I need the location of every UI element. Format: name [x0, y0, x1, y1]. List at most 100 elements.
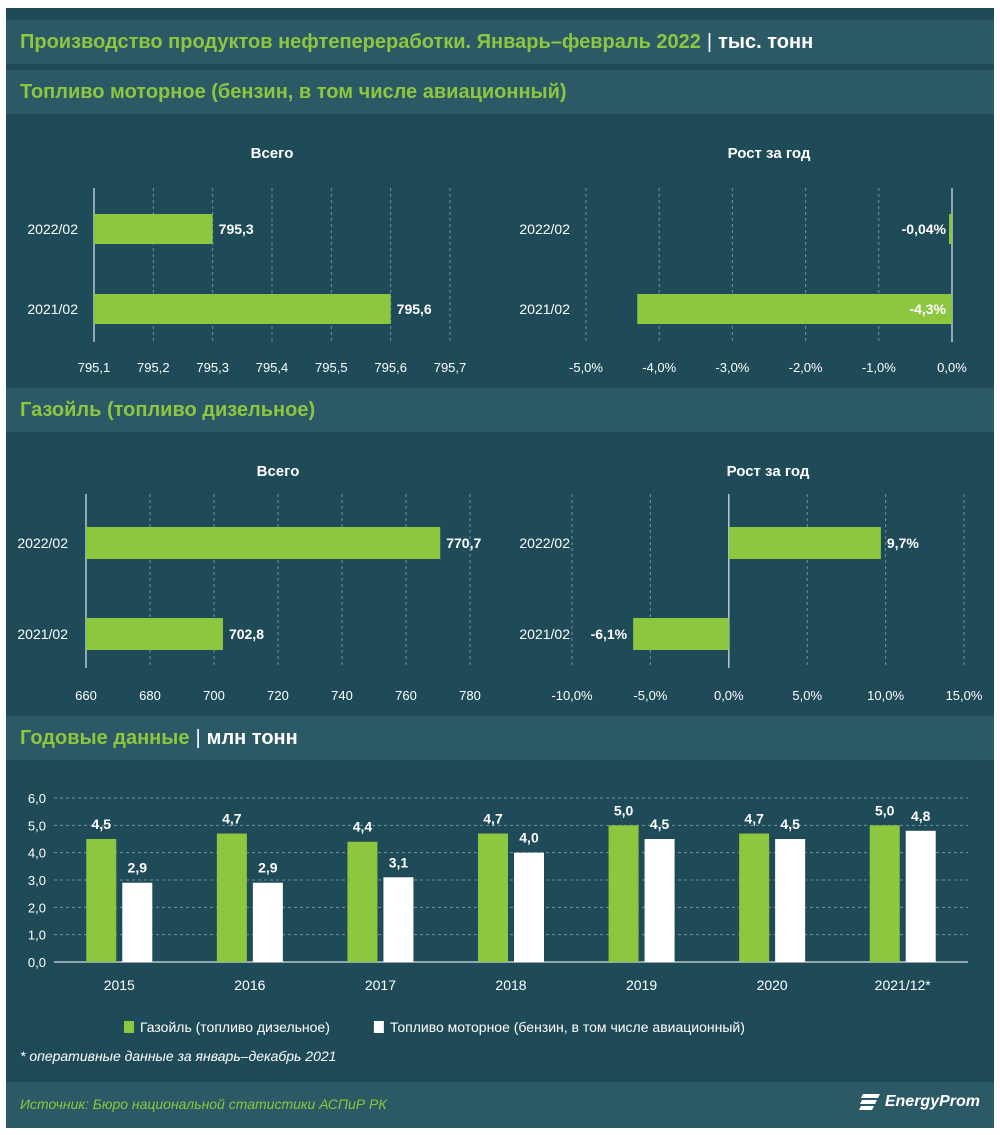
title-divider: |: [706, 31, 713, 53]
category-label: 2020: [757, 977, 788, 993]
value-label: 5,0: [875, 802, 895, 818]
category-label: 2021/02: [17, 626, 68, 642]
diesel-title: Газойль (топливо дизельное): [20, 399, 316, 421]
chart-title: Рост за год: [727, 463, 810, 480]
tick-label: 795,2: [137, 360, 170, 375]
category-label: 2021/02: [519, 626, 570, 642]
bar: [633, 618, 729, 650]
tick-label: -2,0%: [789, 360, 823, 375]
value-label: 4,8: [911, 808, 931, 824]
logo: EnergyProm: [858, 1092, 980, 1112]
diesel-band: Газойль (топливо дизельное): [6, 388, 994, 432]
tick-label: 0,0%: [937, 360, 967, 375]
category-label: 2022/02: [27, 221, 78, 237]
tick-label: -5,0%: [569, 360, 603, 375]
tick-label: 795,6: [374, 360, 407, 375]
category-label: 2022/02: [519, 535, 570, 551]
footnote: * оперативные данные за январь–декабрь 2…: [20, 1048, 337, 1064]
bar: [514, 852, 544, 962]
legend-swatch: [124, 1021, 134, 1033]
y-tick-label: 3,0: [28, 873, 46, 888]
value-label: 4,0: [519, 830, 539, 846]
tick-label: -10,0%: [551, 688, 593, 703]
bar: [252, 882, 283, 962]
annual-title-text: Годовые данные: [20, 727, 190, 749]
header-band: Производство продуктов нефтепереработки.…: [6, 20, 994, 64]
value-label: 4,7: [222, 811, 242, 827]
tick-label: 10,0%: [867, 688, 904, 703]
tick-label: 5,0%: [792, 688, 822, 703]
category-label: 2022/02: [519, 221, 570, 237]
value-label: 4,5: [780, 816, 800, 832]
motor-total-chart: Всего 795,1 795,2 795,3 795,4 795,5 795,6 795,7…: [27, 145, 467, 375]
category-label: 2021/02: [27, 301, 78, 317]
value-label: -0,04%: [902, 221, 947, 237]
motor-fuel-band: Топливо моторное (бензин, в том числе ав…: [6, 70, 994, 114]
bar: [608, 825, 639, 962]
y-tick-label: 0,0: [28, 955, 46, 970]
value-label: -6,1%: [591, 626, 628, 642]
chart-title: Всего: [257, 463, 300, 480]
energyprom-logo-icon: [858, 1094, 880, 1110]
value-label: 795,6: [397, 301, 432, 317]
title-unit: тыс. тонн: [718, 31, 814, 53]
annual-band: Годовые данные | млн тонн: [6, 716, 994, 760]
motor-growth-chart: Рост за год -5,0% -4,0% -3,0% -2,0% -1,0% 0,0%…: [519, 145, 967, 375]
tick-label: 720: [267, 688, 289, 703]
category-label: 2021/02: [519, 301, 570, 317]
legend-label: Топливо моторное (бензин, в том числе ав…: [390, 1019, 745, 1035]
value-label: 4,5: [650, 816, 670, 832]
bar: [739, 833, 770, 962]
category-label: 2017: [365, 977, 396, 993]
bar: [86, 527, 441, 559]
value-label: 2,9: [258, 860, 278, 876]
category-label: 2016: [234, 977, 265, 993]
tick-label: 795,1: [78, 360, 111, 375]
value-label: 5,0: [614, 802, 634, 818]
category-label: 2021/12*: [875, 977, 932, 993]
bar: [383, 877, 414, 962]
y-tick-label: 5,0: [28, 818, 46, 833]
source-band: Источник: Бюро национальной статистики А…: [6, 1082, 994, 1128]
value-label: 4,4: [353, 819, 373, 835]
bar: [905, 830, 936, 962]
value-label: 9,7%: [887, 535, 919, 551]
tick-label: -4,0%: [642, 360, 676, 375]
title-text: Производство продуктов нефтепереработки.…: [20, 31, 701, 53]
bar: [86, 839, 117, 962]
tick-label: 0,0%: [714, 688, 744, 703]
chart-title: Рост за год: [728, 145, 811, 162]
annual-title-unit: млн тонн: [206, 727, 298, 749]
annual-title: Годовые данные | млн тонн: [20, 727, 298, 750]
bar: [216, 833, 247, 962]
bar: [637, 294, 952, 324]
value-label: 4,7: [483, 811, 503, 827]
tick-label: 795,3: [196, 360, 229, 375]
legend-label: Газойль (топливо дизельное): [140, 1019, 330, 1035]
annual-title-divider: |: [195, 727, 201, 749]
bar: [869, 825, 900, 962]
y-tick-label: 2,0: [28, 900, 46, 915]
tick-label: 795,7: [434, 360, 467, 375]
value-label: 795,3: [219, 221, 254, 237]
source-text: Источник: Бюро национальной статистики А…: [20, 1096, 387, 1112]
tick-label: 795,4: [256, 360, 289, 375]
bar: [728, 527, 881, 559]
bar: [775, 839, 806, 962]
value-label: 702,8: [229, 626, 264, 642]
value-label: 2,9: [128, 860, 148, 876]
bar: [94, 294, 391, 324]
diesel-total-chart: Всего 660 680 700 720 740 760 780 2022/02 770,7 20…: [17, 463, 481, 703]
tick-label: 780: [459, 688, 481, 703]
page-title: Производство продуктов нефтепереработки.…: [20, 31, 813, 54]
diesel-growth-chart: Рост за год -10,0% -5,0% 0,0% 5,0% 10,0% 15,0%…: [519, 463, 982, 703]
category-label: 2022/02: [17, 535, 68, 551]
value-label: 3,1: [389, 854, 409, 870]
tick-label: 760: [395, 688, 417, 703]
bar: [122, 882, 153, 962]
tick-label: -3,0%: [715, 360, 749, 375]
value-label: 770,7: [446, 535, 481, 551]
motor-fuel-title: Топливо моторное (бензин, в том числе ав…: [20, 81, 567, 103]
tick-label: 700: [203, 688, 225, 703]
tick-label: -1,0%: [862, 360, 896, 375]
